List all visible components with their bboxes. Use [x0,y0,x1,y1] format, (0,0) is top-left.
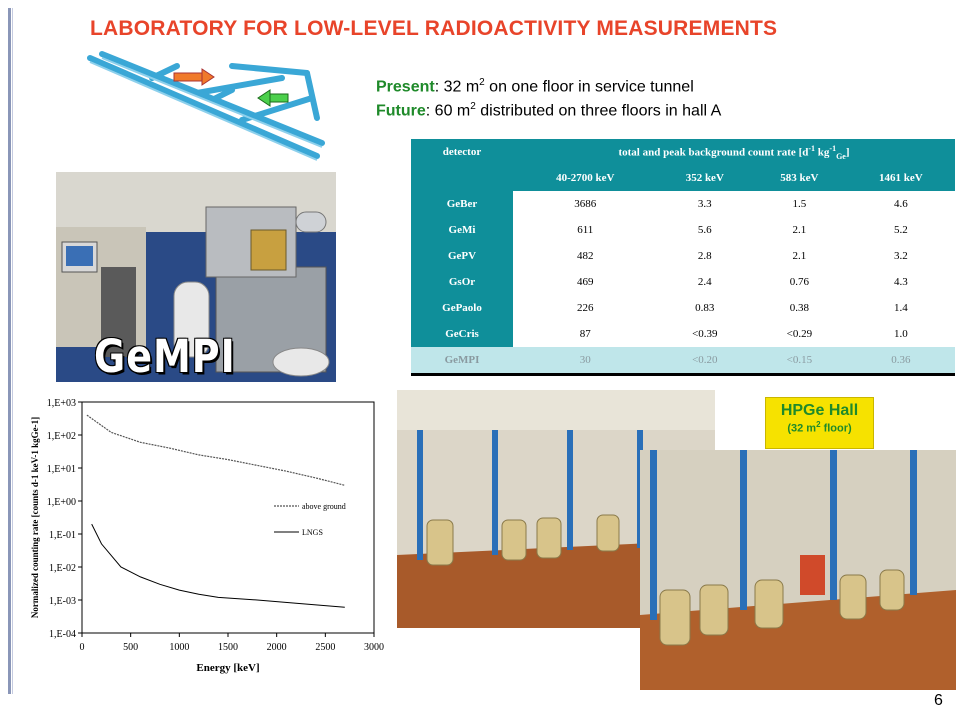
future-line: Future: 60 m2 distributed on three floor… [376,101,722,120]
x-tick-label: 500 [123,642,138,653]
plot-area [81,401,375,634]
series-line-2 [91,523,345,608]
present-arrow-icon [173,68,215,86]
y-tick-label: 1,E+01 [47,464,76,475]
legend-label: LNGS [302,528,323,537]
left-margin-rule [8,8,11,694]
future-arrow-icon [257,89,289,107]
background-rate-table: detector total and peak background count… [411,139,955,376]
page-title: LABORATORY FOR LOW-LEVEL RADIOACTIVITY M… [90,17,778,40]
y-tick-label: 1,E-02 [49,563,76,574]
y-axis-label: Normalized counting rate [counts d-1 keV… [30,417,40,618]
x-axis-label: Energy [keV] [196,662,259,674]
table-row: GePV 482 2.8 2.1 3.2 [411,243,955,269]
y-tick-label: 1,E+00 [47,497,76,508]
gempi-lab-photo: GeMPI [56,172,336,382]
detector-column-header: detector [411,139,513,165]
left-margin-rule-thin [12,8,13,694]
table-row-gempi: GeMPI 30 <0.20 <0.15 0.36 [411,347,955,375]
background-spectrum-plot: 1,E+03 1,E+02 1,E+01 1,E+00 1,E-01 1,E-02 1,E-… [30,398,384,674]
hall-sub-label: (32 m2 floor) [787,420,852,435]
table-row: GeCris 87 <0.39 <0.29 1.0 [411,321,955,347]
detector-column-spacer [411,165,513,191]
y-tick-label: 1,E-03 [49,596,76,607]
table-row: GsOr 469 2.4 0.76 4.3 [411,269,955,295]
legend-label: above ground [302,502,346,511]
x-tick-label: 2500 [315,642,335,653]
y-tick-label: 1,E-01 [49,530,76,541]
floor-space-notes: Present: 32 m2 on one floor in service t… [376,73,721,122]
page-number: 6 [934,692,943,709]
table-row: GePaolo 226 0.83 0.38 1.4 [411,295,955,321]
table-row: GeMi 611 5.6 2.1 5.2 [411,217,955,243]
series-line-1 [86,414,345,486]
hall-label: HPGe Hall [780,402,859,419]
x-tick-label: 3000 [364,642,384,653]
subheader-583: 583 keV [752,165,847,191]
x-tick-label: 1500 [218,642,238,653]
subheader-1461: 1461 keV [846,165,955,191]
x-tick-label: 0 [80,642,85,653]
subheader-40-2700: 40-2700 keV [513,165,658,191]
tunnel-schematic [87,51,325,161]
subheader-352: 352 keV [657,165,753,191]
x-tick-label: 1000 [169,642,189,653]
hpge-hall-badge: HPGe Hall (32 m2 floor) [765,397,874,449]
y-tick-label: 1,E-04 [49,629,76,640]
gempi-photo-label: GeMPI [94,330,236,382]
y-tick-label: 1,E+03 [47,398,76,409]
x-tick-label: 2000 [267,642,287,653]
hpge-hall-photo-2 [640,450,956,690]
y-tick-label: 1,E+02 [47,431,76,442]
rate-group-header: total and peak background count rate [d-… [513,139,955,165]
present-line: Present: 32 m2 on one floor in service t… [376,77,694,96]
table-row: GeBer 3686 3.3 1.5 4.6 [411,191,955,217]
